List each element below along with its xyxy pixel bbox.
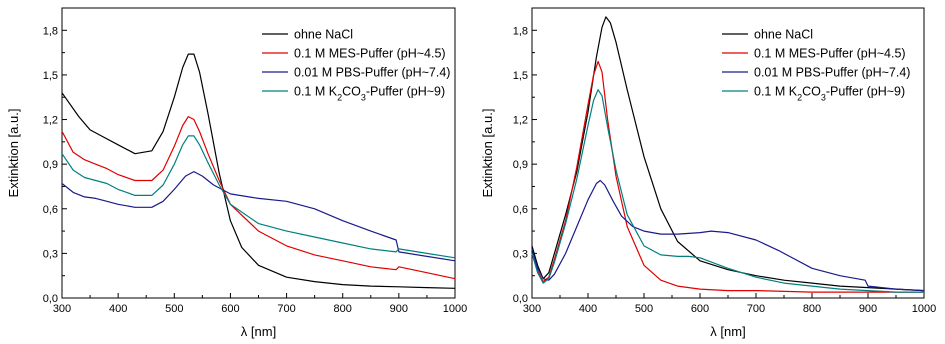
legend-label: 0.1 M K2CO3-Puffer (pH~9) (294, 85, 445, 103)
x-tick-label: 1000 (912, 303, 936, 315)
x-tick-label: 700 (747, 303, 765, 315)
series-line (531, 179, 925, 292)
y-tick-label: 0,3 (513, 248, 528, 260)
x-tick-label: 600 (221, 303, 239, 315)
x-axis-label: λ [nm] (241, 324, 276, 339)
x-tick-label: 1000 (443, 303, 467, 315)
series-line (531, 16, 925, 292)
y-tick-label: 1,5 (513, 70, 528, 82)
y-tick-label: 0,0 (513, 293, 528, 305)
legend-label: 0.1 M MES-Puffer (pH~4.5) (754, 47, 906, 61)
series-line (531, 60, 924, 293)
x-tick-label: 500 (165, 303, 183, 315)
y-tick-label: 0,0 (43, 293, 58, 305)
legend-label: 0.01 M PBS-Puffer (pH~7.4) (294, 66, 450, 80)
x-tick-label: 400 (579, 303, 597, 315)
x-tick-label: 300 (523, 303, 541, 315)
y-tick-label: 0,6 (513, 204, 528, 216)
series-line (61, 115, 456, 280)
legend-label: 0.1 M K2CO3-Puffer (pH~9) (754, 85, 905, 103)
x-tick-label: 900 (390, 303, 408, 315)
y-tick-label: 1,8 (43, 25, 58, 37)
series-line (61, 171, 456, 262)
y-tick-label: 1,8 (513, 25, 528, 37)
y-tick-label: 1,5 (43, 70, 58, 82)
legend-label: 0.1 M MES-Puffer (pH~4.5) (294, 47, 446, 61)
y-tick-label: 0,9 (513, 159, 528, 171)
chart-right: 300 400 500 600 700 800 900 1000 0,0 0,3 0,6 0,9 1,2… (480, 7, 936, 339)
x-tick-label: 800 (803, 303, 821, 315)
chart-left: 300 400 500 600 700 800 900 1000 0,0 0,3 0,6 0,9 1,2… (6, 7, 467, 339)
y-tick-label: 1,2 (43, 115, 58, 127)
legend-label: ohne NaCl (294, 28, 353, 42)
series-line (61, 53, 456, 289)
x-tick-label: 500 (635, 303, 653, 315)
x-tick-label: 800 (334, 303, 352, 315)
x-tick-label: 900 (859, 303, 877, 315)
series-line (531, 89, 924, 293)
x-tick-label: 300 (53, 303, 71, 315)
x-axis-label: λ [nm] (710, 324, 745, 339)
legend-label: ohne NaCl (754, 28, 813, 42)
y-axis-label: Extinktion [a.u.] (480, 109, 495, 198)
y-tick-label: 0,3 (43, 248, 58, 260)
y-tick-label: 0,6 (43, 204, 58, 216)
y-tick-label: 1,2 (513, 115, 528, 127)
x-tick-label: 700 (277, 303, 295, 315)
y-tick-label: 0,9 (43, 159, 58, 171)
x-tick-label: 600 (691, 303, 709, 315)
x-tick-label: 400 (109, 303, 127, 315)
series-line (61, 135, 456, 259)
legend-label: 0.01 M PBS-Puffer (pH~7.4) (754, 66, 910, 80)
y-axis-label: Extinktion [a.u.] (6, 109, 21, 198)
